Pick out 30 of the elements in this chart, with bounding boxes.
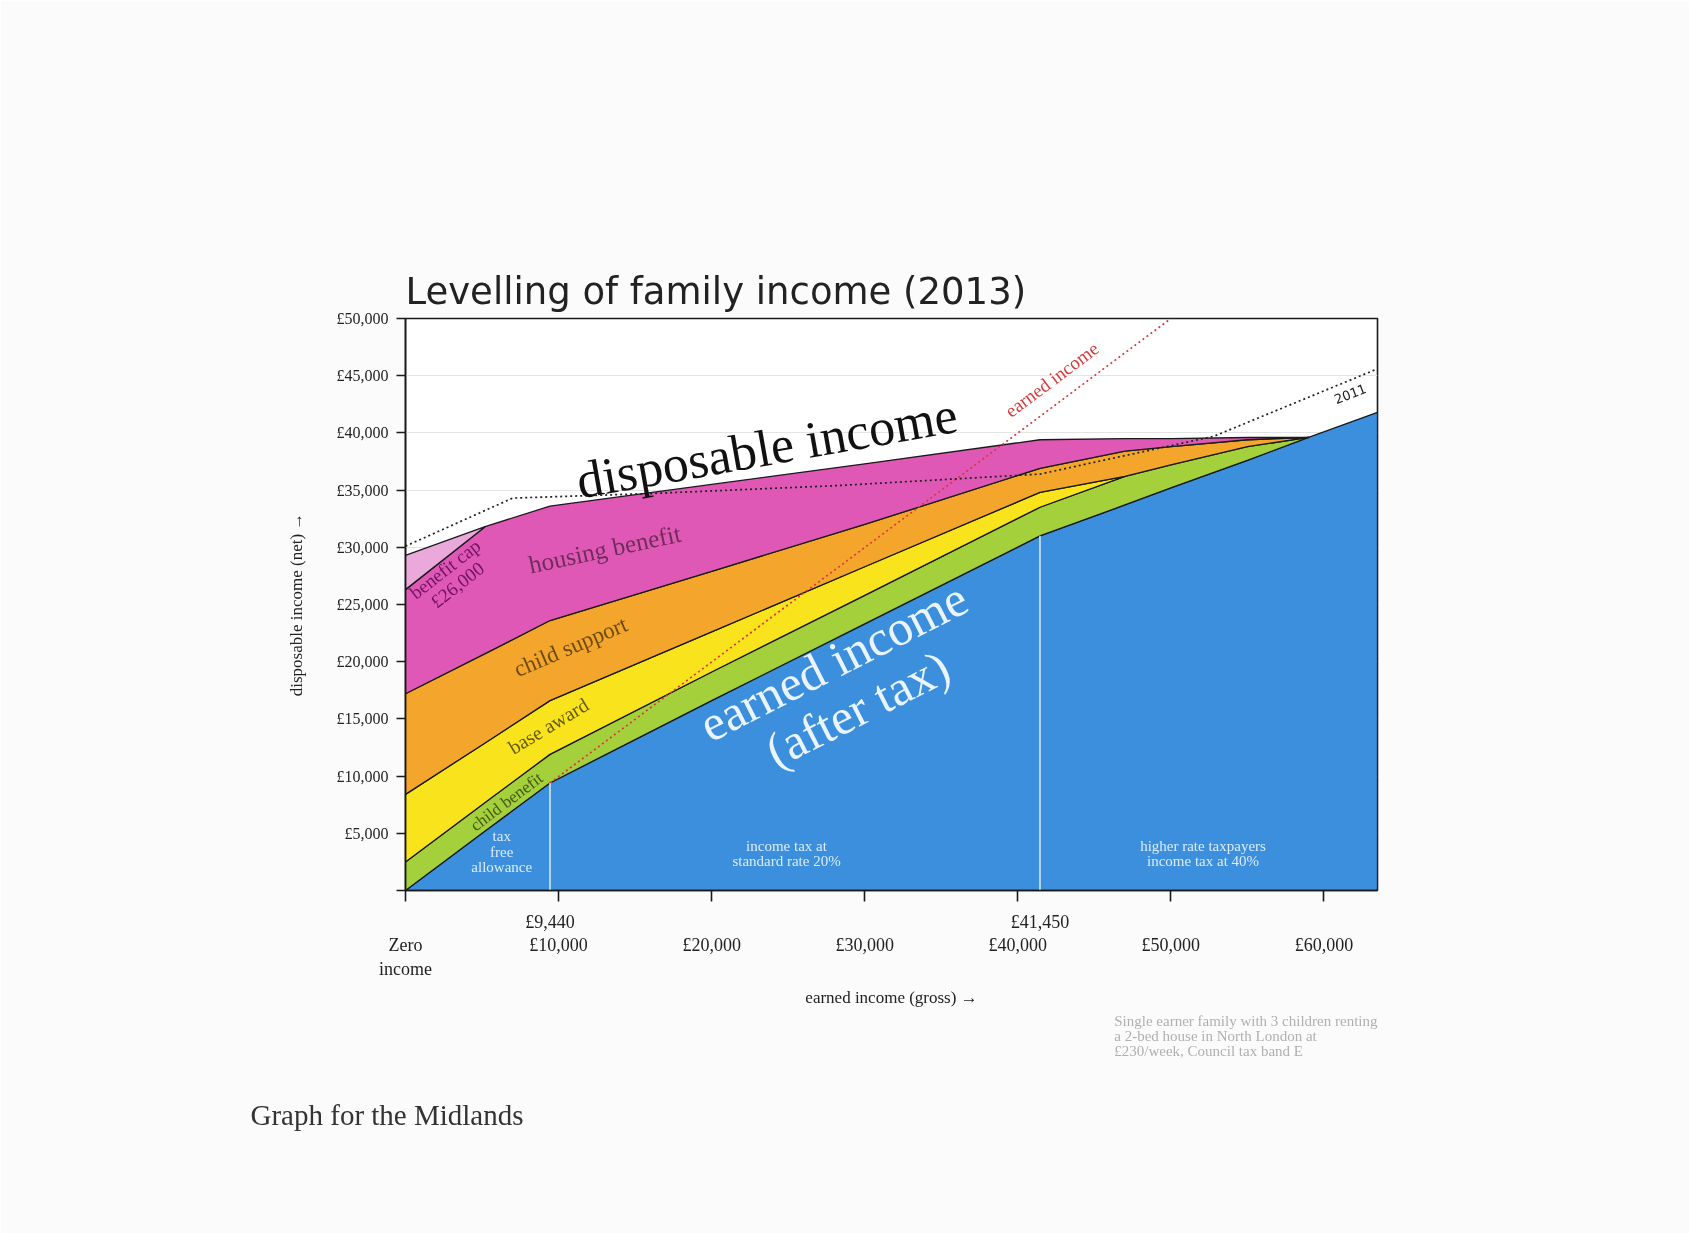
annotation: income tax at standard rate 20% bbox=[732, 838, 841, 870]
text: Graph for the Midlands bbox=[250, 1098, 524, 1131]
y-tick-label: £5,000 bbox=[344, 824, 389, 842]
y-tick-label: £10,000 bbox=[336, 767, 389, 785]
x-axis-title: earned income (gross) → bbox=[805, 987, 978, 1007]
x-tick-label: £20,000 bbox=[682, 934, 741, 955]
y-tick-label: £45,000 bbox=[336, 367, 389, 385]
annotation: higher rate taxpayers income tax at 40% bbox=[1140, 838, 1267, 870]
x-tick-label: £10,000 bbox=[529, 934, 588, 955]
ref-line-label: £9,440 bbox=[525, 911, 575, 932]
y-tick-label: £50,000 bbox=[336, 310, 389, 327]
y-tick-label: £35,000 bbox=[336, 481, 389, 499]
y-tick-label: £30,000 bbox=[336, 538, 389, 556]
x-tick-label: £30,000 bbox=[835, 934, 894, 955]
text: 2011 bbox=[1332, 381, 1369, 407]
y-tick-label: £20,000 bbox=[336, 653, 389, 671]
series-label: housing benefit bbox=[526, 519, 684, 579]
x-tick-label: £40,000 bbox=[988, 934, 1048, 955]
chart-title: Levelling of family income (2013) bbox=[405, 269, 1027, 313]
y-tick-label: £15,000 bbox=[336, 710, 389, 728]
x-tick-label: £50,000 bbox=[1141, 934, 1201, 955]
annotation: disposable income bbox=[571, 386, 962, 510]
y-tick-label: £25,000 bbox=[336, 596, 389, 613]
text: Single earner family with 3 children renting a 2-bed house in North London at £230/week, Council tax band E bbox=[1114, 1013, 1378, 1060]
series-label: child support bbox=[510, 611, 632, 682]
x-tick-label: £60,000 bbox=[1294, 934, 1354, 955]
ref-line-label: £41,450 bbox=[1010, 911, 1070, 932]
y-tick-label: £40,000 bbox=[336, 424, 389, 442]
y-axis-title: disposable income (net) → bbox=[286, 512, 306, 697]
x-tick-label: Zero income bbox=[379, 934, 432, 979]
